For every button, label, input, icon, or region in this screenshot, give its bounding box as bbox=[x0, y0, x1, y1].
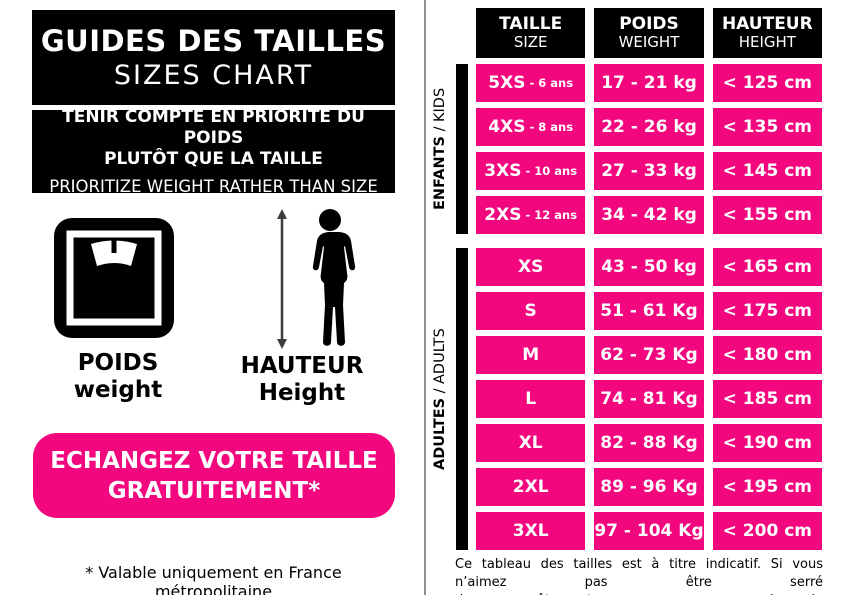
col-size-fr: TAILLE bbox=[499, 14, 563, 34]
weight-legend-en: weight bbox=[73, 377, 163, 403]
age-value: - 10 ans bbox=[525, 164, 578, 178]
size-cell: 2XS - 12 ans bbox=[476, 196, 586, 234]
height-cell: < 165 cm bbox=[712, 248, 822, 286]
notice-fr-line1: TENIR COMPTE EN PRIORITÉ DU POIDS bbox=[62, 107, 365, 148]
age-value: - 8 ans bbox=[529, 120, 574, 134]
height-cell: < 125 cm bbox=[712, 64, 822, 102]
size-cell: 2XL bbox=[476, 468, 586, 506]
size-value: 2XS bbox=[484, 205, 522, 225]
adults-section-bar bbox=[456, 248, 468, 550]
height-cell: < 145 cm bbox=[712, 152, 822, 190]
adults-label-separator: / bbox=[432, 383, 448, 398]
weight-legend: POIDS weight bbox=[33, 350, 203, 404]
size-cell: XS bbox=[476, 248, 586, 286]
weight-cell: 22 - 26 kg bbox=[594, 108, 704, 146]
height-legend: HAUTEUR Height bbox=[217, 353, 387, 407]
table-header: TAILLE SIZE POIDS WEIGHT HAUTEUR HEIGHT bbox=[476, 8, 822, 58]
size-value: 5XS bbox=[488, 73, 526, 93]
weight-cell: 43 - 50 kg bbox=[594, 248, 704, 286]
height-cell: < 195 cm bbox=[712, 468, 822, 506]
height-cell: < 155 cm bbox=[712, 196, 822, 234]
kids-section-label: ENFANTS / KIDS bbox=[427, 64, 453, 234]
size-value: 4XS bbox=[488, 117, 526, 137]
height-cell: < 180 cm bbox=[712, 336, 822, 374]
size-cell: 5XS - 6 ans bbox=[476, 64, 586, 102]
height-cell: < 200 cm bbox=[712, 512, 822, 550]
cta-line1: ECHANGEZ VOTRE TAILLE bbox=[50, 447, 378, 474]
adults-section-label: ADULTES / ADULTS bbox=[427, 248, 453, 550]
weight-cell: 17 - 21 kg bbox=[594, 64, 704, 102]
weight-cell: 27 - 33 kg bbox=[594, 152, 704, 190]
col-header-size: TAILLE SIZE bbox=[476, 8, 586, 58]
caption-line2: dans vos vêtements, nous vous recommando… bbox=[455, 592, 823, 595]
height-cell: < 190 cm bbox=[712, 424, 822, 462]
panel-divider bbox=[424, 0, 426, 595]
size-cell: 4XS - 8 ans bbox=[476, 108, 586, 146]
weight-cell: 74 - 81 Kg bbox=[594, 380, 704, 418]
kids-label-fr: ENFANTS bbox=[432, 136, 448, 211]
table-caption: Ce tableau des tailles est à titre indic… bbox=[455, 556, 823, 595]
weight-cell: 82 - 88 Kg bbox=[594, 424, 704, 462]
col-height-en: HEIGHT bbox=[738, 33, 796, 51]
size-cell: 3XS - 10 ans bbox=[476, 152, 586, 190]
kids-label-en: KIDS bbox=[432, 87, 448, 123]
notice-en: PRIORITIZE WEIGHT RATHER THAN SIZE bbox=[49, 177, 378, 196]
double-arrow-vertical-icon bbox=[277, 209, 287, 349]
caption-line1: Ce tableau des tailles est à titre indic… bbox=[455, 557, 823, 590]
size-cell: XL bbox=[476, 424, 586, 462]
title-box: GUIDES DES TAILLES SIZES CHART bbox=[32, 10, 395, 105]
height-cell: < 135 cm bbox=[712, 108, 822, 146]
notice-fr-line2: PLUTÔT QUE LA TAILLE bbox=[104, 149, 323, 169]
page-title-fr: GUIDES DES TAILLES bbox=[40, 24, 387, 58]
person-height-icon bbox=[272, 208, 362, 354]
weight-cell: 89 - 96 Kg bbox=[594, 468, 704, 506]
col-weight-en: WEIGHT bbox=[618, 33, 680, 51]
size-value: 3XS bbox=[484, 161, 522, 181]
kids-section-bar bbox=[456, 64, 468, 234]
kids-label-separator: / bbox=[432, 122, 448, 137]
page-title-en: SIZES CHART bbox=[113, 60, 314, 91]
height-cell: < 175 cm bbox=[712, 292, 822, 330]
col-header-height: HAUTEUR HEIGHT bbox=[712, 8, 822, 58]
col-height-fr: HAUTEUR bbox=[721, 14, 813, 34]
col-size-en: SIZE bbox=[513, 33, 548, 51]
footnote: * Valable uniquement en France métropoli… bbox=[85, 563, 342, 595]
size-cell: M bbox=[476, 336, 586, 374]
age-value: - 12 ans bbox=[525, 208, 578, 222]
exchange-size-cta[interactable]: ECHANGEZ VOTRE TAILLE GRATUITEMENT* bbox=[33, 433, 395, 518]
col-header-weight: POIDS WEIGHT bbox=[594, 8, 704, 58]
height-cell: < 185 cm bbox=[712, 380, 822, 418]
scale-icon bbox=[53, 217, 175, 343]
weight-legend-fr: POIDS bbox=[77, 350, 159, 376]
adults-rows: XS 43 - 50 kg < 165 cm S 51 - 61 Kg < 17… bbox=[476, 248, 822, 550]
adults-label-fr: ADULTES bbox=[432, 397, 448, 471]
weight-cell: 62 - 73 Kg bbox=[594, 336, 704, 374]
size-cell: L bbox=[476, 380, 586, 418]
height-legend-fr: HAUTEUR bbox=[240, 353, 364, 379]
weight-cell: 34 - 42 kg bbox=[594, 196, 704, 234]
kids-rows: 5XS - 6 ans 17 - 21 kg < 125 cm 4XS - 8 an… bbox=[476, 64, 822, 234]
size-cell: S bbox=[476, 292, 586, 330]
height-legend-en: Height bbox=[258, 380, 346, 406]
weight-cell: 97 - 104 Kg bbox=[594, 512, 704, 550]
adults-label-en: ADULTS bbox=[432, 327, 448, 384]
col-weight-fr: POIDS bbox=[619, 14, 679, 34]
notice-box: TENIR COMPTE EN PRIORITÉ DU POIDS PLUTÔT… bbox=[32, 107, 395, 196]
age-value: - 6 ans bbox=[529, 76, 574, 90]
cta-line2: GRATUITEMENT* bbox=[107, 477, 321, 504]
size-cell: 3XL bbox=[476, 512, 586, 550]
weight-cell: 51 - 61 Kg bbox=[594, 292, 704, 330]
